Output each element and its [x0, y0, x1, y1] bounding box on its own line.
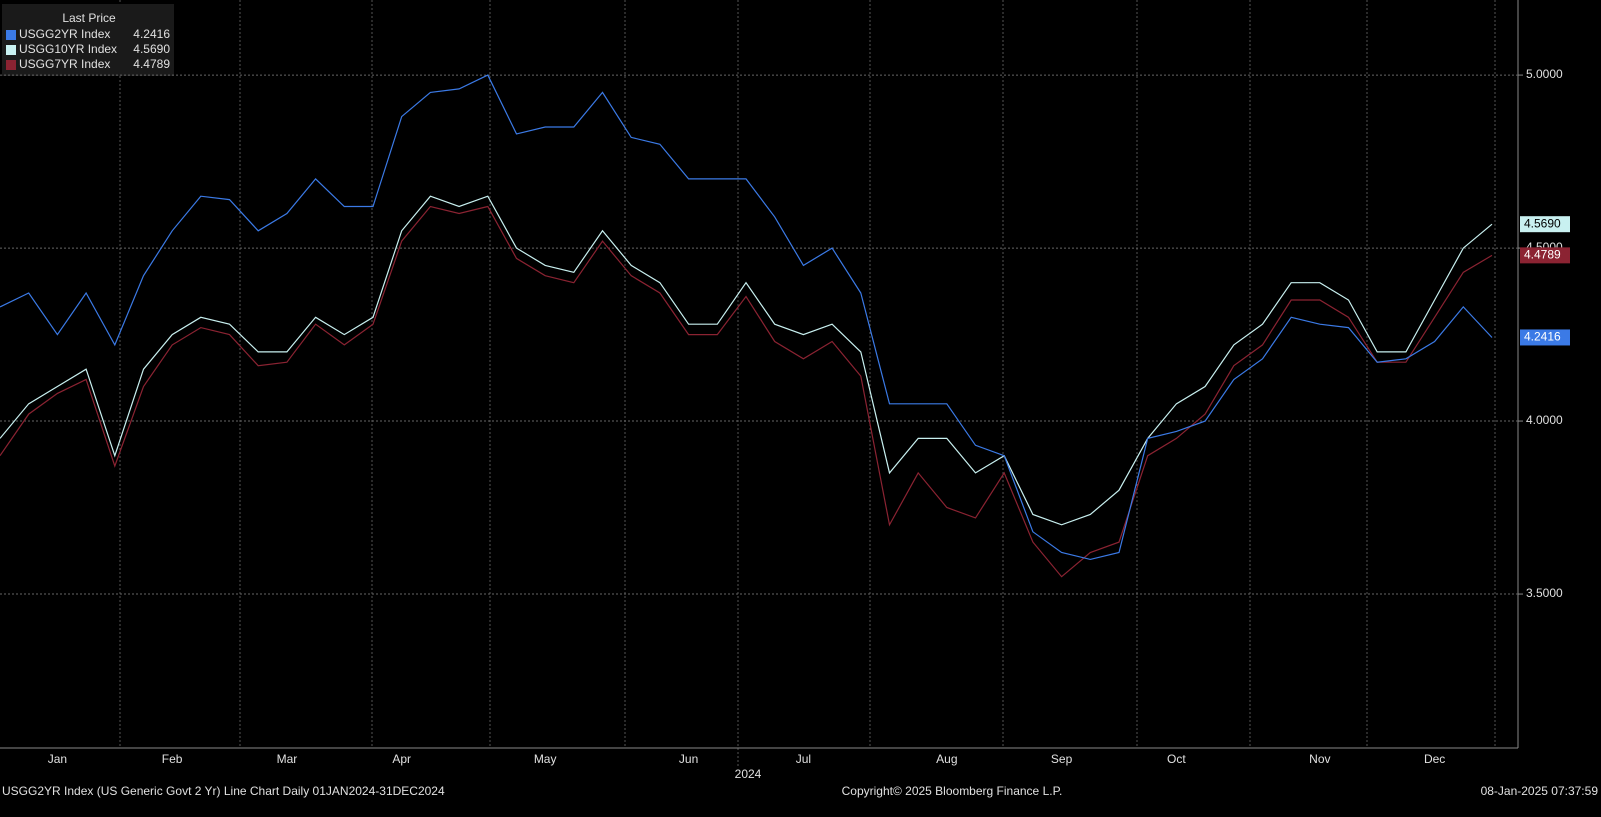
y-tick-label: 4.0000: [1526, 413, 1563, 427]
legend-swatch: [6, 30, 16, 40]
price-tag: [1520, 216, 1570, 233]
footer-left: USGG2YR Index (US Generic Govt 2 Yr) Lin…: [2, 784, 445, 798]
legend-label: USGG2YR Index: [19, 27, 110, 41]
series-line: [0, 195, 1493, 526]
x-tick-label: May: [534, 752, 557, 766]
price-tag-label: 4.5690: [1524, 216, 1561, 230]
y-tick-label: 5.0000: [1526, 67, 1563, 81]
x-tick-label: Jan: [48, 752, 67, 766]
x-tick-label: Mar: [277, 752, 298, 766]
x-tick-label: Jul: [796, 752, 811, 766]
x-tick-label: Sep: [1051, 752, 1073, 766]
legend-value: 4.5690: [133, 42, 170, 56]
x-tick-label: Apr: [392, 752, 411, 766]
series-line: [0, 205, 1493, 578]
legend-swatch: [6, 45, 16, 55]
legend-value: 4.2416: [133, 27, 170, 41]
x-tick-label: Oct: [1167, 752, 1186, 766]
footer-right: 08-Jan-2025 07:37:59: [1481, 784, 1599, 798]
footer-center: Copyright© 2025 Bloomberg Finance L.P.: [842, 784, 1063, 798]
x-tick-label: Nov: [1309, 752, 1330, 766]
y-tick-label: 3.5000: [1526, 586, 1563, 600]
series-line: [0, 74, 1493, 561]
legend-value: 4.4789: [133, 57, 170, 71]
x-tick-label: Jun: [679, 752, 698, 766]
price-tag-label: 4.4789: [1524, 248, 1561, 262]
price-tag: [1520, 247, 1570, 264]
legend-label: USGG10YR Index: [19, 42, 117, 56]
price-tag: [1520, 329, 1570, 346]
price-tag-label: 4.2416: [1524, 330, 1561, 344]
legend-label: USGG7YR Index: [19, 57, 110, 71]
x-tick-label: Feb: [162, 752, 183, 766]
legend-title: Last Price: [62, 11, 116, 25]
legend-box: [2, 4, 174, 76]
x-tick-label: Aug: [936, 752, 957, 766]
year-label: 2024: [735, 767, 762, 781]
month-grid: [119, 0, 1496, 768]
legend-swatch: [6, 60, 16, 70]
x-tick-label: Dec: [1424, 752, 1445, 766]
